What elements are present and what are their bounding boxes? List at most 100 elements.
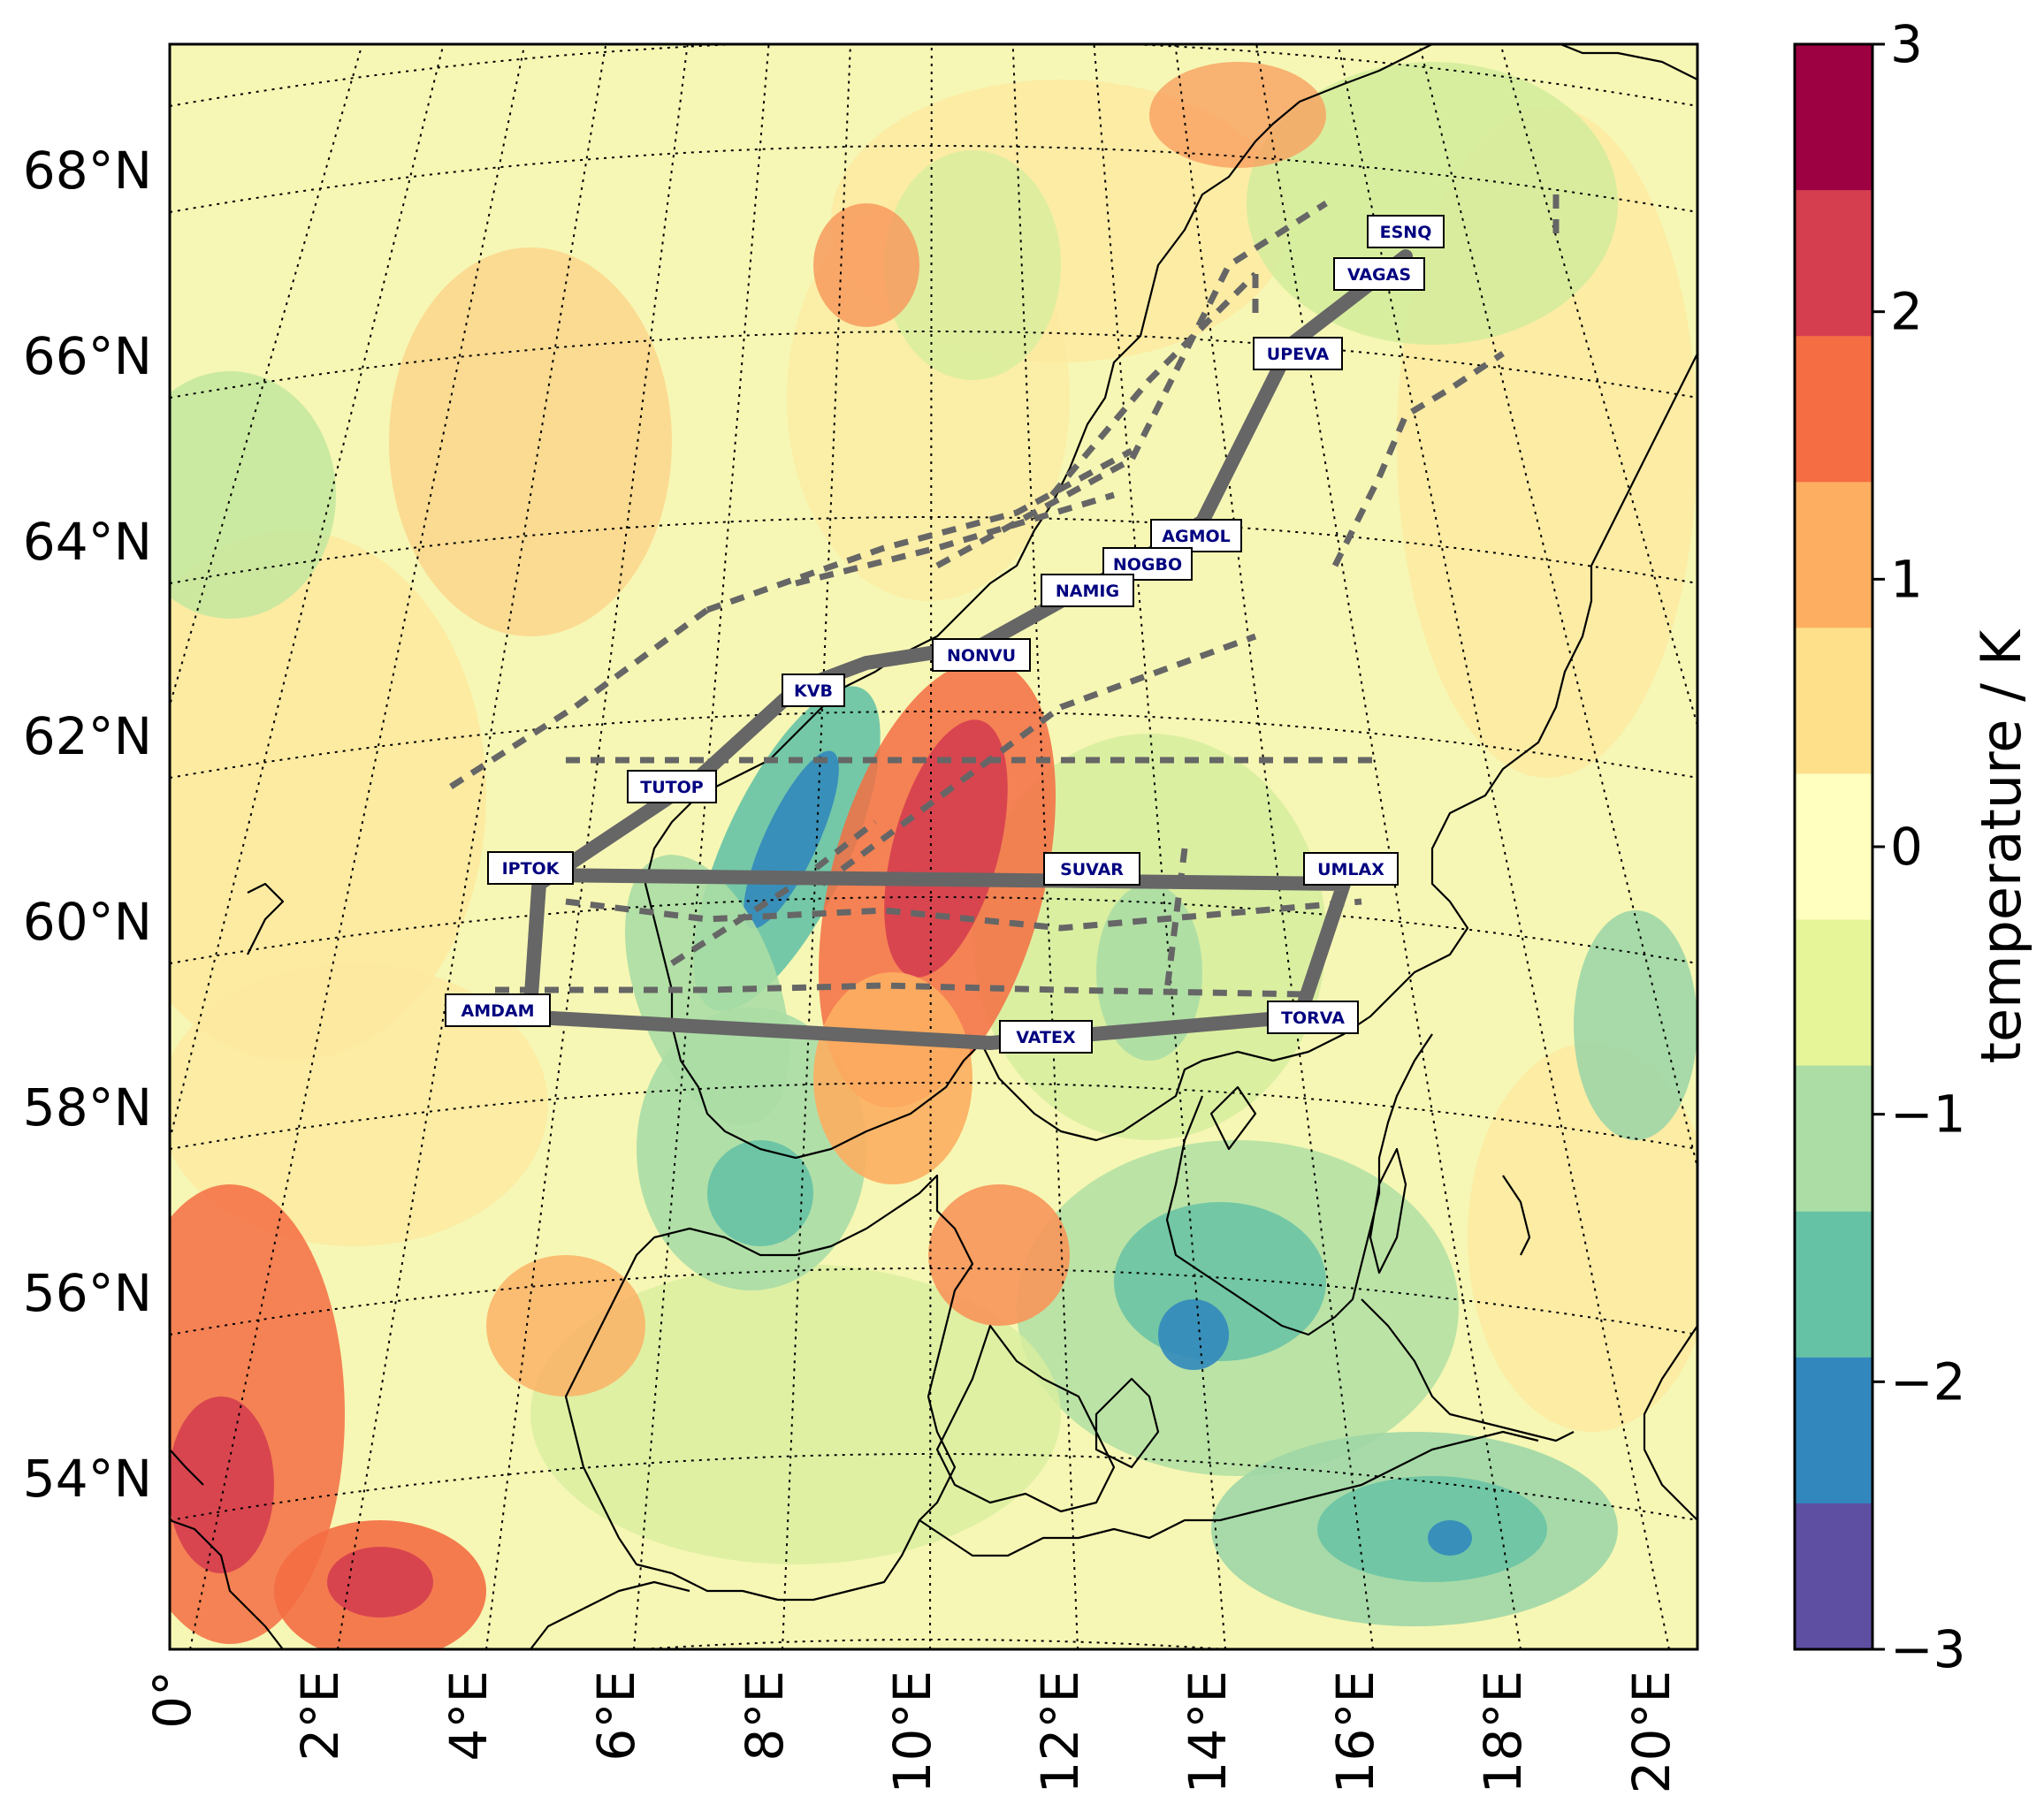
graticule-meridian (1011, 44, 1079, 1649)
colorbar-tick-label: 0 (1890, 817, 1923, 877)
lon-label: 0° (142, 1670, 202, 1729)
graticule-meridian (337, 44, 607, 1649)
lon-label: 8°E (735, 1670, 795, 1762)
waypoint-labels: ESNQ VAGAS UPEVA AGMOL NOGBO NAMIG NONVU KVB TUT… (445, 215, 1445, 1054)
graticule-meridian (1337, 44, 1670, 1649)
latitude-labels: 68°N 66°N 64°N 62°N 60°N 58°N 56°N 54°N (23, 141, 152, 1509)
colorbar: 3 2 1 0 −1 −2 −3 temperature / K (1793, 14, 2033, 1679)
lat-label: 68°N (23, 141, 152, 201)
graticule (170, 44, 1697, 1649)
colorbar-swatch (1795, 919, 1872, 1067)
graticule-parallel (170, 1453, 1697, 1521)
colorbar-swatch (1795, 190, 1872, 337)
waypoint-label: AGMOL (1162, 527, 1230, 546)
graticule-meridian (170, 44, 363, 709)
colorbar-tick-label: 1 (1890, 549, 1923, 609)
waypoint-box (932, 638, 1031, 672)
graticule-meridian (170, 44, 445, 1144)
colorbar-tick-label: −2 (1890, 1351, 1966, 1412)
waypoint-label: TUTOP (640, 778, 704, 797)
waypoint-label: ESNQ (1380, 223, 1432, 242)
waypoint-label: UMLAX (1317, 860, 1384, 879)
colorbar-ticks: 3 2 1 0 −1 −2 −3 (1872, 14, 1966, 1679)
lat-label: 62°N (23, 706, 152, 766)
waypoint-label: AMDAM (461, 1001, 535, 1021)
lat-label: 58°N (23, 1077, 152, 1138)
waypoint-label: NONVU (947, 646, 1016, 666)
colorbar-swatch (1795, 1065, 1872, 1213)
map-frame (168, 42, 1699, 1651)
graticule-parallel (170, 711, 1697, 779)
colorbar-tick-label: 2 (1890, 282, 1923, 342)
lat-label: 54°N (23, 1449, 152, 1509)
waypoint-box (782, 674, 845, 707)
waypoint-box (1253, 337, 1343, 370)
waypoint-label: KVB (794, 681, 833, 701)
lon-label: 4°E (439, 1670, 499, 1762)
graticule-parallel (170, 1082, 1697, 1150)
graticule-parallel (170, 1267, 1697, 1336)
colorbar-swatch (1795, 336, 1872, 483)
graticule-parallel (170, 44, 1697, 107)
graticule-parallel (170, 331, 1697, 399)
waypoint-label: VATEX (1016, 1028, 1076, 1047)
waypoint-box (1150, 519, 1242, 552)
colorbar-swatch (1795, 44, 1872, 191)
lat-label: 64°N (23, 512, 152, 572)
colorbar-swatch (1795, 773, 1872, 921)
waypoint-box (1041, 574, 1134, 607)
waypoint-box (1367, 215, 1445, 248)
lat-label: 60°N (23, 892, 152, 952)
waypoint-label: NOGBO (1113, 555, 1182, 575)
lon-label: 16°E (1325, 1670, 1385, 1792)
lon-label: 18°E (1473, 1670, 1533, 1792)
lon-label: 12°E (1030, 1670, 1090, 1792)
colorbar-swatch (1795, 628, 1872, 774)
colorbar-tick-label: 3 (1890, 14, 1923, 74)
colorbar-tick-label: −3 (1890, 1619, 1966, 1679)
colorbar-swatch (1795, 482, 1872, 628)
graticule-meridian (633, 44, 770, 1649)
waypoint-box (1333, 257, 1425, 291)
waypoint-box (1267, 1001, 1359, 1034)
graticule-meridian (1093, 44, 1226, 1649)
airways (449, 194, 1560, 998)
graticule-meridian (782, 44, 851, 1649)
graticule-meridian (189, 44, 526, 1649)
graticule-parallel (170, 516, 1697, 584)
graticule-meridian (1418, 44, 1697, 1171)
lon-label: 14°E (1178, 1670, 1238, 1792)
waypoint-box (999, 1020, 1093, 1054)
waypoint-label: NAMIG (1056, 582, 1119, 601)
colorbar-swatches (1795, 44, 1872, 1650)
lon-label: 20°E (1621, 1670, 1682, 1792)
longitude-labels: 0° 2°E 4°E 6°E 8°E 10°E 12°E 14°E 16°E 1… (142, 1670, 1682, 1793)
lon-label: 10°E (882, 1670, 942, 1792)
colorbar-swatch (1795, 1211, 1872, 1358)
colorbar-swatch (1795, 1503, 1872, 1650)
lat-label: 56°N (23, 1263, 152, 1323)
lat-label: 66°N (23, 326, 152, 386)
colorbar-swatch (1795, 1357, 1872, 1504)
waypoint-box (1303, 852, 1399, 886)
lon-label: 2°E (290, 1670, 350, 1762)
waypoint-box (445, 993, 551, 1027)
waypoint-label: SUVAR (1060, 860, 1124, 879)
lon-label: 6°E (586, 1670, 646, 1762)
waypoint-box (627, 770, 717, 803)
waypoint-label: TORVA (1281, 1008, 1345, 1028)
waypoint-box (487, 851, 574, 885)
graticule-meridian (1499, 44, 1697, 729)
graticule-parallel (170, 145, 1697, 213)
graticule-parallel (170, 896, 1697, 964)
waypoint-label: VAGAS (1347, 265, 1411, 285)
colorbar-label: temperature / K (1969, 628, 2033, 1063)
waypoint-label: IPTOK (502, 859, 561, 879)
coastlines (170, 44, 1697, 1649)
map-area: ESNQ VAGAS UPEVA AGMOL NOGBO NAMIG NONVU KVB TUT… (170, 44, 1697, 1649)
colorbar-tick-label: −1 (1890, 1084, 1966, 1145)
graticule-meridian (929, 44, 933, 1649)
graticule-meridian (1255, 44, 1522, 1649)
